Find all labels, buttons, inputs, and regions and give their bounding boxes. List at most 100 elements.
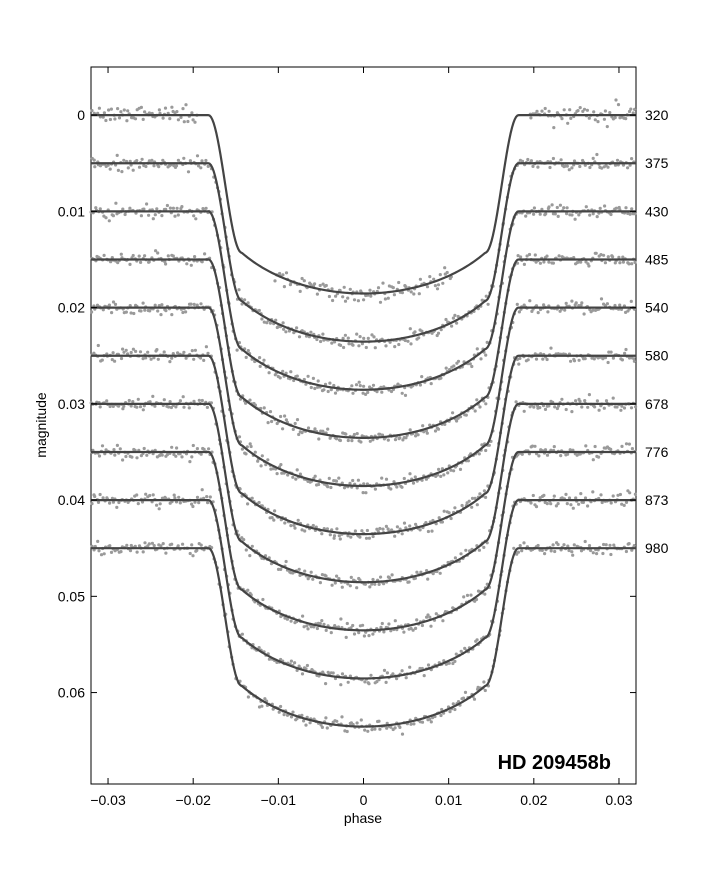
data-point xyxy=(199,356,203,360)
data-point xyxy=(258,364,262,368)
data-point xyxy=(573,217,577,221)
data-point xyxy=(522,409,526,413)
data-point xyxy=(364,345,368,350)
data-point xyxy=(536,543,540,548)
data-point xyxy=(297,567,301,571)
data-point xyxy=(413,330,417,334)
data-point xyxy=(343,299,348,303)
data-point xyxy=(181,310,185,315)
data-point xyxy=(415,570,419,574)
data-point xyxy=(375,390,379,394)
data-point xyxy=(207,447,211,451)
data-point xyxy=(384,344,388,348)
x-tick-label: −0.02 xyxy=(175,792,211,808)
data-point xyxy=(265,321,269,325)
data-point xyxy=(258,356,262,360)
data-point xyxy=(609,501,613,505)
data-point xyxy=(448,710,452,714)
data-point xyxy=(135,159,139,163)
data-point xyxy=(147,159,151,163)
data-point xyxy=(97,549,101,553)
data-point xyxy=(449,516,453,521)
data-point xyxy=(261,597,265,602)
series-375-points xyxy=(90,152,637,350)
data-point xyxy=(309,283,313,287)
data-point xyxy=(332,383,336,388)
data-point xyxy=(539,352,543,356)
data-point xyxy=(349,626,353,630)
data-point xyxy=(320,725,324,730)
data-point xyxy=(193,500,197,504)
data-point xyxy=(315,292,319,296)
data-point xyxy=(475,347,479,351)
data-point xyxy=(262,320,266,324)
data-point xyxy=(417,292,421,296)
data-point xyxy=(351,343,355,347)
data-point xyxy=(148,493,152,498)
data-point xyxy=(318,581,322,585)
data-point xyxy=(107,108,111,112)
data-point xyxy=(248,398,252,402)
data-point xyxy=(470,364,474,369)
data-point xyxy=(630,207,634,211)
data-point xyxy=(170,356,174,360)
data-point xyxy=(484,294,488,298)
data-point xyxy=(124,310,128,314)
data-point xyxy=(555,406,560,411)
data-point xyxy=(327,476,331,480)
data-point xyxy=(159,313,163,317)
model-curve-678 xyxy=(91,402,636,584)
data-point xyxy=(297,335,302,339)
data-point xyxy=(473,409,477,413)
data-point xyxy=(593,405,597,409)
data-point xyxy=(565,206,569,210)
data-point xyxy=(355,486,359,490)
data-point xyxy=(451,661,455,666)
data-point xyxy=(191,443,195,448)
data-point xyxy=(90,310,94,314)
data-point xyxy=(297,432,301,437)
data-point xyxy=(161,116,165,120)
data-point xyxy=(346,534,350,538)
data-point xyxy=(352,632,357,636)
data-point xyxy=(128,262,132,266)
data-point xyxy=(342,345,346,350)
data-point xyxy=(534,505,539,509)
data-point xyxy=(156,357,160,361)
data-point xyxy=(96,539,100,544)
data-point xyxy=(90,109,94,113)
data-point xyxy=(141,550,145,554)
data-point xyxy=(190,349,194,353)
data-point xyxy=(628,212,632,216)
data-point xyxy=(554,504,559,508)
data-point xyxy=(121,407,125,411)
wavelength-label-430: 430 xyxy=(645,203,669,219)
data-point xyxy=(324,682,328,686)
data-point xyxy=(565,164,569,168)
data-point xyxy=(433,284,437,288)
data-point xyxy=(536,165,540,169)
data-point xyxy=(485,340,489,344)
data-point xyxy=(588,213,592,217)
data-point xyxy=(182,120,186,124)
data-point xyxy=(620,502,624,506)
data-point xyxy=(386,296,390,300)
data-point xyxy=(283,414,287,418)
data-point xyxy=(626,166,630,170)
series-580-points xyxy=(90,343,637,541)
data-point xyxy=(627,262,631,266)
data-point xyxy=(139,105,143,109)
data-point xyxy=(199,166,203,170)
data-point xyxy=(559,454,563,458)
data-point xyxy=(483,688,487,693)
data-point xyxy=(570,213,574,217)
data-point xyxy=(164,262,168,266)
data-point xyxy=(139,214,143,218)
data-point xyxy=(118,447,122,451)
data-point xyxy=(159,544,163,548)
data-point xyxy=(158,502,162,506)
data-point xyxy=(611,494,615,498)
data-point xyxy=(382,668,387,673)
data-point xyxy=(102,253,106,257)
data-point xyxy=(456,416,460,420)
